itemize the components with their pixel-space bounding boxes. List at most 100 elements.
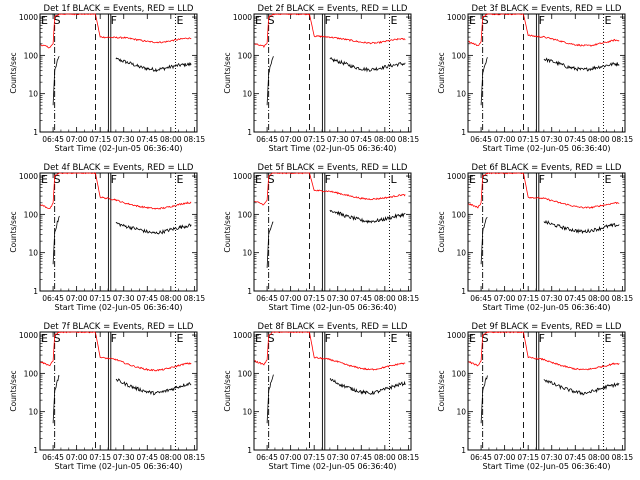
x-tick-label: 07:45 [136, 453, 158, 462]
y-axis-label: Counts/sec [223, 370, 232, 411]
x-tick-label: 07:00 [66, 453, 88, 462]
time-marker-letter: E [255, 332, 262, 345]
y-tick-label: 10 [242, 408, 252, 417]
detector-panel-6: Det 6f BLACK = Events, RED = LLD 1 10 100 10… [437, 163, 633, 312]
time-marker-letter: E [605, 332, 612, 345]
events-series-line [543, 379, 620, 396]
y-tick-label: 10 [28, 408, 38, 417]
x-tick-label: 07:00 [66, 135, 88, 144]
lld-series-line [254, 172, 406, 206]
x-tick-label: 08:00 [160, 135, 182, 144]
x-tick-label: 06:45 [42, 294, 64, 303]
y-tick-label: 1000 [447, 331, 466, 340]
events-series-line [115, 57, 192, 73]
x-tick-label: 08:15 [398, 135, 420, 144]
x-axis-label: Start Time (02-Jun-05 06:36:40) [483, 462, 611, 471]
y-tick-label: 1 [247, 287, 252, 296]
detector-panel-1: Det 1f BLACK = Events, RED = LLD 1 10 100 10… [9, 4, 205, 153]
lld-series-line [254, 13, 406, 49]
y-axis-label: Counts/sec [9, 52, 18, 93]
plot-frame [253, 172, 412, 292]
x-tick-label: 07:30 [541, 135, 563, 144]
events-series-line [52, 56, 60, 106]
time-marker-letter: E [469, 332, 476, 345]
y-axis-label: Counts/sec [437, 370, 446, 411]
panel-title: Det 8f BLACK = Events, RED = LLD [258, 322, 408, 332]
y-tick-label: 1000 [19, 13, 38, 22]
x-tick-label: 07:45 [350, 453, 372, 462]
x-tick-label: 07:45 [350, 294, 372, 303]
events-series-line [266, 374, 274, 424]
panel-title: Det 7f BLACK = Events, RED = LLD [44, 322, 194, 332]
x-tick-label: 08:00 [374, 135, 396, 144]
events-series-line [266, 56, 274, 106]
x-tick-label: 07:00 [494, 135, 516, 144]
x-tick-label: 07:30 [327, 294, 349, 303]
y-axis-label: Counts/sec [9, 370, 18, 411]
y-tick-label: 10 [28, 249, 38, 258]
x-tick-label: 08:15 [184, 135, 206, 144]
x-tick-label: 08:15 [612, 294, 634, 303]
x-tick-label: 08:00 [374, 294, 396, 303]
x-tick-label: 08:00 [374, 453, 396, 462]
x-tick-label: 06:45 [256, 294, 278, 303]
events-series-line [329, 209, 406, 224]
x-tick-label: 08:15 [184, 453, 206, 462]
x-axis-label: Start Time (02-Jun-05 06:36:40) [55, 144, 183, 153]
y-tick-label: 100 [452, 369, 467, 378]
detector-panel-5: Det 5f BLACK = Events, RED = LLD 1 10 100 10… [223, 163, 419, 312]
y-tick-label: 10 [456, 249, 466, 258]
x-tick-label: 06:45 [256, 453, 278, 462]
time-marker-letter: S [268, 173, 275, 186]
lld-series-line [254, 331, 406, 371]
events-series-line [329, 378, 406, 395]
x-axis-label: Start Time (02-Jun-05 06:36:40) [483, 303, 611, 312]
y-tick-label: 100 [24, 51, 39, 60]
y-tick-label: 1 [461, 128, 466, 137]
plot-frame [467, 13, 626, 133]
x-tick-label: 07:45 [564, 294, 586, 303]
y-tick-label: 100 [238, 210, 253, 219]
time-marker-letter: S [54, 173, 61, 186]
x-tick-label: 08:00 [588, 135, 610, 144]
y-tick-label: 1 [461, 446, 466, 455]
time-marker-letter: S [482, 173, 489, 186]
plot-frame [39, 331, 198, 451]
y-tick-label: 1000 [233, 172, 252, 181]
plot-frame [39, 13, 198, 133]
time-marker-letter: E [605, 173, 612, 186]
y-axis-label: Counts/sec [223, 211, 232, 252]
time-marker-letter: E [391, 332, 398, 345]
lld-series-line [468, 13, 620, 48]
y-tick-label: 100 [24, 210, 39, 219]
y-axis-label: Counts/sec [9, 211, 18, 252]
events-series-line [266, 221, 274, 268]
y-tick-label: 1000 [447, 13, 466, 22]
time-marker-letter: F [325, 332, 331, 345]
panel-title: Det 2f BLACK = Events, RED = LLD [258, 4, 408, 14]
detector-panel-3: Det 3f BLACK = Events, RED = LLD 1 10 100 10… [437, 4, 633, 153]
panel-title: Det 1f BLACK = Events, RED = LLD [44, 4, 194, 14]
x-axis-label: Start Time (02-Jun-05 06:36:40) [269, 144, 397, 153]
x-tick-label: 06:45 [470, 135, 492, 144]
lld-series-line [40, 172, 192, 210]
events-series-line [480, 217, 488, 265]
x-tick-label: 07:00 [494, 294, 516, 303]
y-tick-label: 1 [461, 287, 466, 296]
y-tick-label: 10 [28, 90, 38, 99]
x-tick-label: 07:15 [303, 294, 325, 303]
events-series-line [52, 375, 60, 424]
x-axis-label: Start Time (02-Jun-05 06:36:40) [269, 303, 397, 312]
time-marker-letter: E [469, 14, 476, 27]
y-tick-label: 1000 [19, 172, 38, 181]
x-tick-label: 07:15 [517, 294, 539, 303]
time-marker-letter: E [177, 332, 184, 345]
time-marker-letter: S [54, 14, 61, 27]
time-marker-letter: S [268, 14, 275, 27]
x-tick-label: 07:30 [327, 453, 349, 462]
time-marker-letter: L [391, 173, 398, 186]
x-tick-label: 06:45 [470, 294, 492, 303]
x-tick-label: 07:30 [541, 453, 563, 462]
time-marker-letter: F [539, 14, 545, 27]
